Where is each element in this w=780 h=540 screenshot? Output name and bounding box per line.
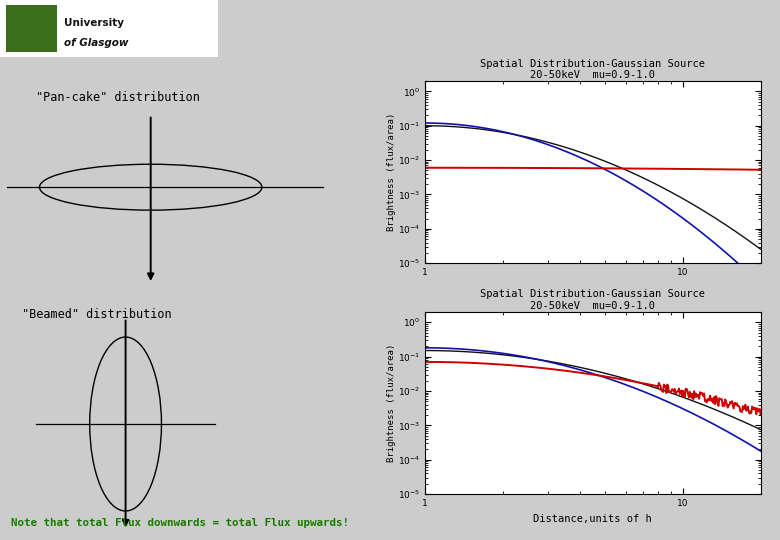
- X-axis label: Distance,units of h: Distance,units of h: [534, 514, 652, 523]
- FancyBboxPatch shape: [0, 0, 218, 57]
- Text: Note that total Flux downwards = total Flux upwards!: Note that total Flux downwards = total F…: [11, 518, 349, 528]
- Y-axis label: Brightness (flux/area): Brightness (flux/area): [388, 113, 396, 231]
- Text: University: University: [64, 18, 124, 28]
- Title: Spatial Distribution-Gaussian Source
20-50keV  mu=0.9-1.0: Spatial Distribution-Gaussian Source 20-…: [480, 289, 705, 311]
- Text: of Glasgow: of Glasgow: [64, 37, 129, 48]
- Y-axis label: Brightness (flux/area): Brightness (flux/area): [388, 344, 396, 462]
- Text: "Pan-cake" distribution: "Pan-cake" distribution: [36, 91, 200, 104]
- FancyBboxPatch shape: [6, 4, 57, 52]
- Title: Spatial Distribution-Gaussian Source
20-50keV  mu=0.9-1.0: Spatial Distribution-Gaussian Source 20-…: [480, 59, 705, 80]
- Text: "Beamed" distribution: "Beamed" distribution: [22, 308, 171, 321]
